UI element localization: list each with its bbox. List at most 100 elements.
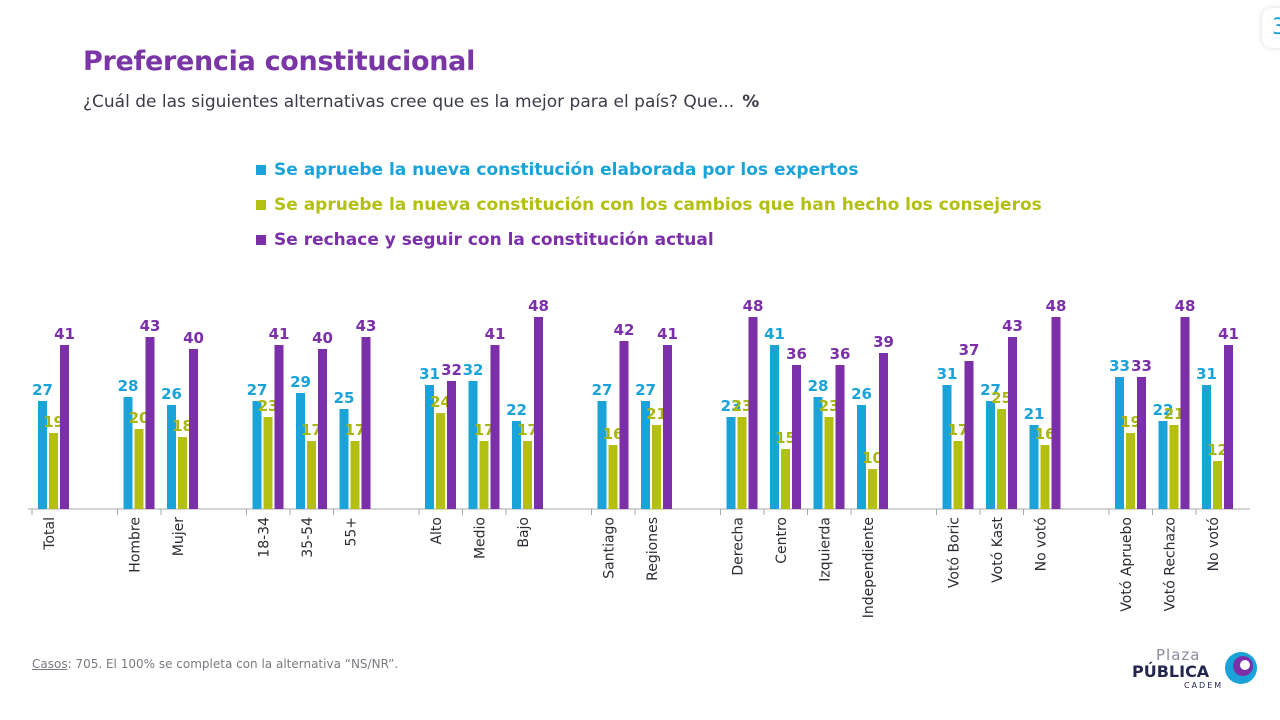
data-label-2-1: 43 [140, 317, 161, 335]
data-label-0-2: 26 [161, 385, 182, 403]
bar-1-7 [479, 441, 489, 509]
bar-1-11 [737, 417, 747, 509]
x-tick-label-11: Derecha [731, 517, 747, 576]
bar-1-16 [997, 409, 1006, 509]
footnote-text: : 705. El 100% se completa con la altern… [67, 657, 399, 671]
data-label-0-20: 31 [1196, 365, 1217, 383]
data-label-2-8: 48 [528, 297, 549, 315]
data-label-2-11: 48 [743, 297, 764, 315]
bar-2-12 [792, 365, 801, 509]
bar-0-14 [857, 405, 866, 509]
bar-1-14 [868, 469, 877, 509]
data-label-0-13: 28 [808, 377, 829, 395]
data-label-0-18: 33 [1109, 357, 1130, 375]
data-label-1-13: 23 [819, 397, 840, 415]
x-tick-label-8: Bajo [516, 517, 532, 548]
x-tick-label-4: 35-54 [300, 517, 316, 558]
bar-1-20 [1213, 461, 1222, 509]
x-tick-label-7: Medio [473, 517, 489, 559]
data-label-0-15: 31 [937, 365, 958, 383]
bar-2-17 [1051, 317, 1061, 509]
footnote-key: Casos [32, 657, 68, 671]
data-label-1-11: 23 [732, 397, 753, 415]
x-tick-label-18: Votó Apruebo [1119, 517, 1135, 612]
legend-swatch-consejeros [256, 199, 266, 210]
bar-1-1 [134, 429, 144, 509]
data-label-1-15: 17 [948, 421, 969, 439]
bar-0-15 [942, 385, 952, 509]
legend-label-consejeros: Se apruebe la nueva constitución con los… [274, 194, 1042, 215]
x-tick-label-10: Regiones [645, 517, 661, 581]
data-label-0-14: 26 [851, 385, 872, 403]
x-tick-label-12: Centro [774, 517, 790, 564]
data-label-0-19: 22 [1153, 401, 1174, 419]
x-tick-label-14: Independiente [861, 517, 877, 618]
data-label-1-19: 21 [1164, 405, 1185, 423]
bar-2-15 [964, 361, 974, 509]
bar-2-0 [60, 345, 69, 509]
x-tick-label-1: Hombre [128, 517, 144, 573]
data-label-1-14: 10 [862, 449, 883, 467]
x-tick-label-6: Alto [429, 517, 445, 545]
data-label-1-12: 15 [775, 429, 796, 447]
legend-item-rechace: Se rechace y seguir con la constitución … [256, 222, 1042, 257]
data-label-2-7: 41 [485, 325, 506, 343]
data-label-1-9: 16 [603, 425, 624, 443]
data-label-1-8: 17 [517, 421, 538, 439]
bar-0-7 [468, 381, 478, 509]
chart-legend: Se apruebe la nueva constitución elabora… [256, 152, 1042, 257]
bar-2-13 [835, 365, 845, 509]
subtitle-unit: % [742, 92, 760, 112]
data-label-2-10: 41 [657, 325, 678, 343]
data-label-1-7: 17 [474, 421, 495, 439]
bar-1-15 [953, 441, 963, 509]
legend-label-rechace: Se rechace y seguir con la constitución … [274, 229, 714, 250]
bar-2-14 [879, 353, 888, 509]
bar-1-12 [781, 449, 790, 509]
data-label-0-16: 27 [980, 381, 1001, 399]
chart-subtitle: ¿Cuál de las siguientes alternativas cre… [83, 92, 759, 112]
legend-item-consejeros: Se apruebe la nueva constitución con los… [256, 187, 1042, 222]
bar-2-18 [1137, 377, 1146, 509]
data-label-2-20: 41 [1218, 325, 1239, 343]
bar-1-9 [608, 445, 618, 509]
bar-2-3 [274, 345, 284, 509]
logo-top-text: Plaza [1156, 646, 1201, 664]
data-label-2-18: 33 [1131, 357, 1152, 375]
legend-swatch-expertos [256, 164, 266, 175]
bar-0-2 [167, 405, 176, 509]
data-label-1-18: 19 [1120, 413, 1141, 431]
data-label-0-4: 29 [290, 373, 311, 391]
bar-0-6 [425, 385, 434, 509]
page-number-badge: 3 [1262, 8, 1280, 48]
data-label-1-6: 24 [430, 393, 451, 411]
bar-0-18 [1115, 377, 1124, 509]
bar-1-3 [263, 417, 273, 509]
x-tick-label-17: No votó [1034, 517, 1050, 571]
x-tick-label-2: Mujer [171, 517, 187, 556]
x-tick-label-3: 18-34 [257, 517, 273, 558]
logo-swirl-icon [1225, 652, 1257, 684]
bar-0-0 [38, 401, 47, 509]
data-label-2-2: 40 [183, 329, 204, 347]
data-label-0-10: 27 [635, 381, 656, 399]
data-label-2-16: 43 [1002, 317, 1023, 335]
data-label-1-20: 12 [1207, 441, 1228, 459]
data-label-0-0: 27 [32, 381, 53, 399]
bar-0-9 [597, 401, 607, 509]
subtitle-text: ¿Cuál de las siguientes alternativas cre… [83, 92, 735, 112]
x-tick-label-9: Santiago [602, 517, 618, 579]
data-label-2-3: 41 [269, 325, 290, 343]
legend-item-expertos: Se apruebe la nueva constitución elabora… [256, 152, 1042, 187]
data-label-2-17: 48 [1046, 297, 1067, 315]
data-label-0-11: 23 [721, 397, 742, 415]
bar-0-12 [770, 345, 779, 509]
bar-1-5 [350, 441, 360, 509]
bar-1-13 [824, 417, 834, 509]
bar-0-19 [1158, 421, 1168, 509]
bar-1-10 [652, 425, 661, 509]
bar-0-13 [813, 397, 823, 509]
x-tick-label-16: Votó Kast [990, 516, 1006, 582]
bar-2-16 [1008, 337, 1017, 509]
